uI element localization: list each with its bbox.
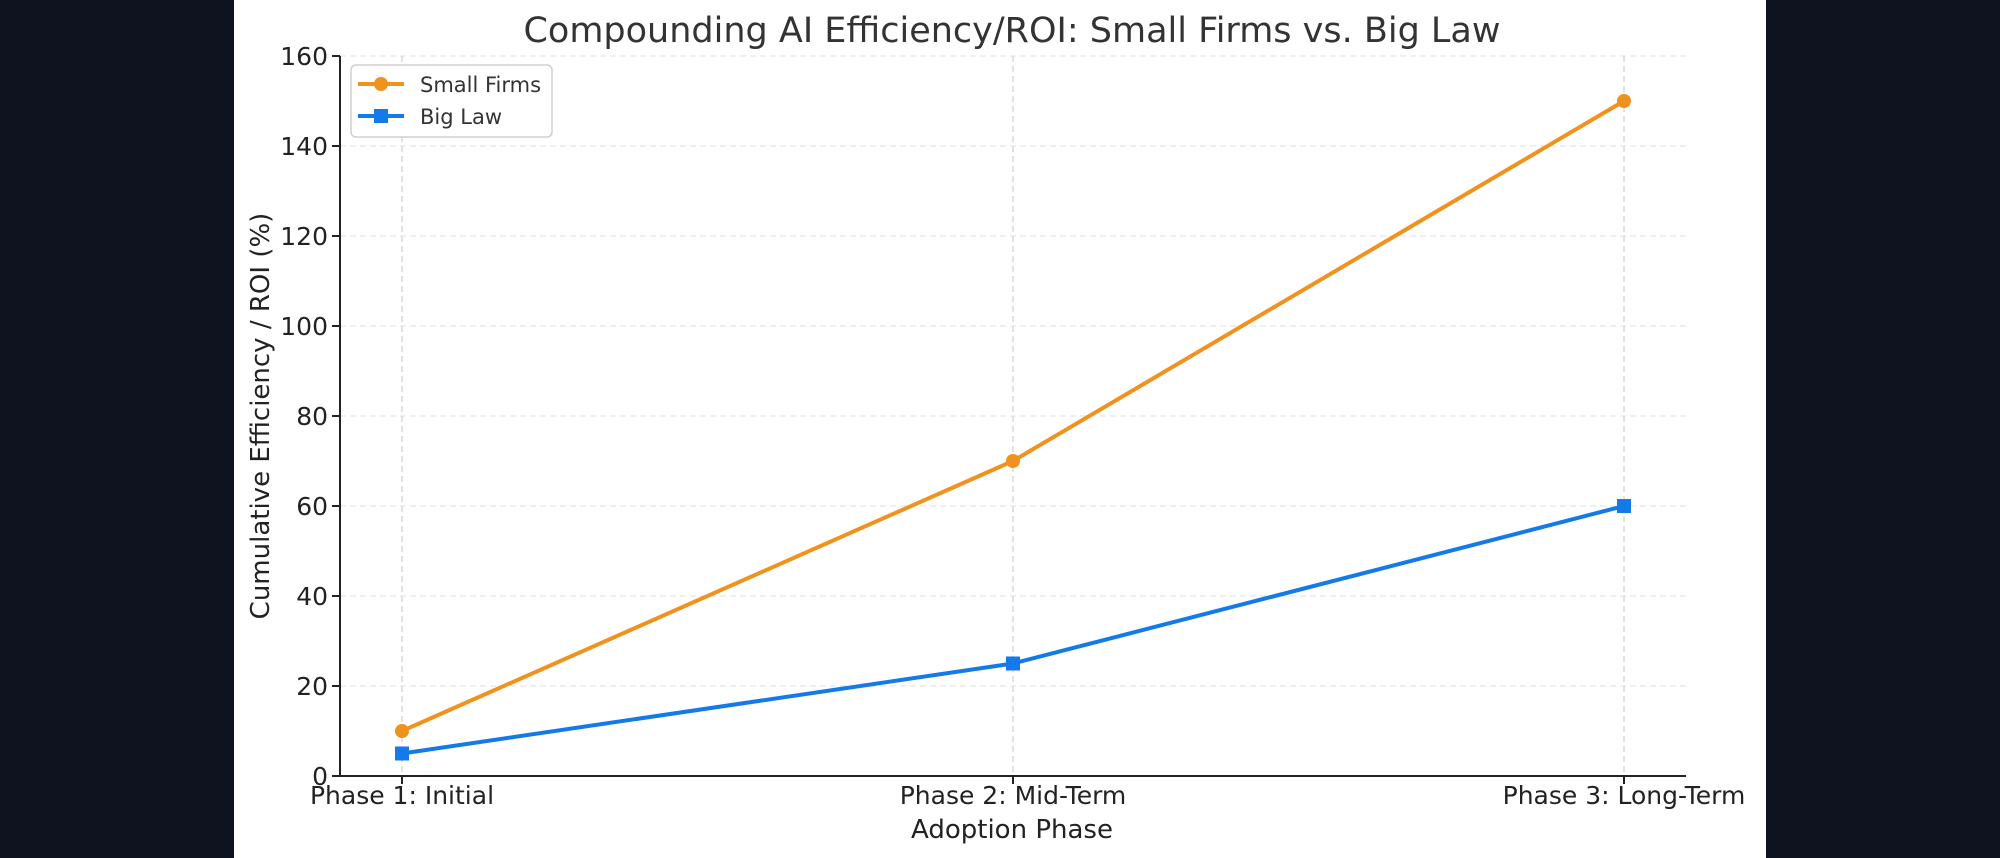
legend-label: Small Firms — [420, 73, 541, 97]
y-axis-label: Cumulative Efficiency / ROI (%) — [246, 213, 276, 620]
legend-label: Big Law — [420, 105, 502, 129]
legend-marker — [374, 77, 388, 91]
y-tick-labels: 0 20 40 60 80 100 120 140 160 — [280, 42, 340, 791]
y-tick-label: 100 — [280, 312, 328, 341]
y-tick-label: 20 — [296, 672, 328, 701]
chart-panel — [234, 0, 1766, 858]
legend-marker — [374, 109, 388, 123]
y-tick-label: 120 — [280, 222, 328, 251]
data-point — [1006, 454, 1020, 468]
x-tick-label: Phase 1: Initial — [310, 781, 494, 810]
data-point — [1617, 499, 1631, 513]
y-tick-label: 0 — [312, 762, 328, 791]
x-tick-label: Phase 3: Long-Term — [1503, 781, 1746, 810]
data-point — [395, 746, 409, 761]
grid-lines — [340, 55, 1686, 776]
data-point — [395, 724, 409, 738]
data-point — [1617, 94, 1631, 108]
chart-title: Compounding AI Efficiency/ROI: Small Fir… — [523, 11, 1500, 51]
legend: Small Firms Big Law — [350, 64, 553, 138]
y-tick-label: 40 — [296, 582, 328, 611]
series-group — [395, 94, 1631, 761]
y-tick-label: 80 — [296, 402, 328, 431]
y-tick-label: 140 — [280, 132, 328, 161]
x-axis-label: Adoption Phase — [911, 815, 1113, 845]
x-tick-labels: Phase 1: Initial Phase 2: Mid-Term Phase 3… — [310, 776, 1745, 810]
data-point — [1006, 656, 1020, 671]
y-tick-label: 160 — [280, 42, 328, 71]
x-tick-label: Phase 2: Mid-Term — [900, 781, 1127, 810]
y-tick-label: 60 — [296, 492, 328, 521]
